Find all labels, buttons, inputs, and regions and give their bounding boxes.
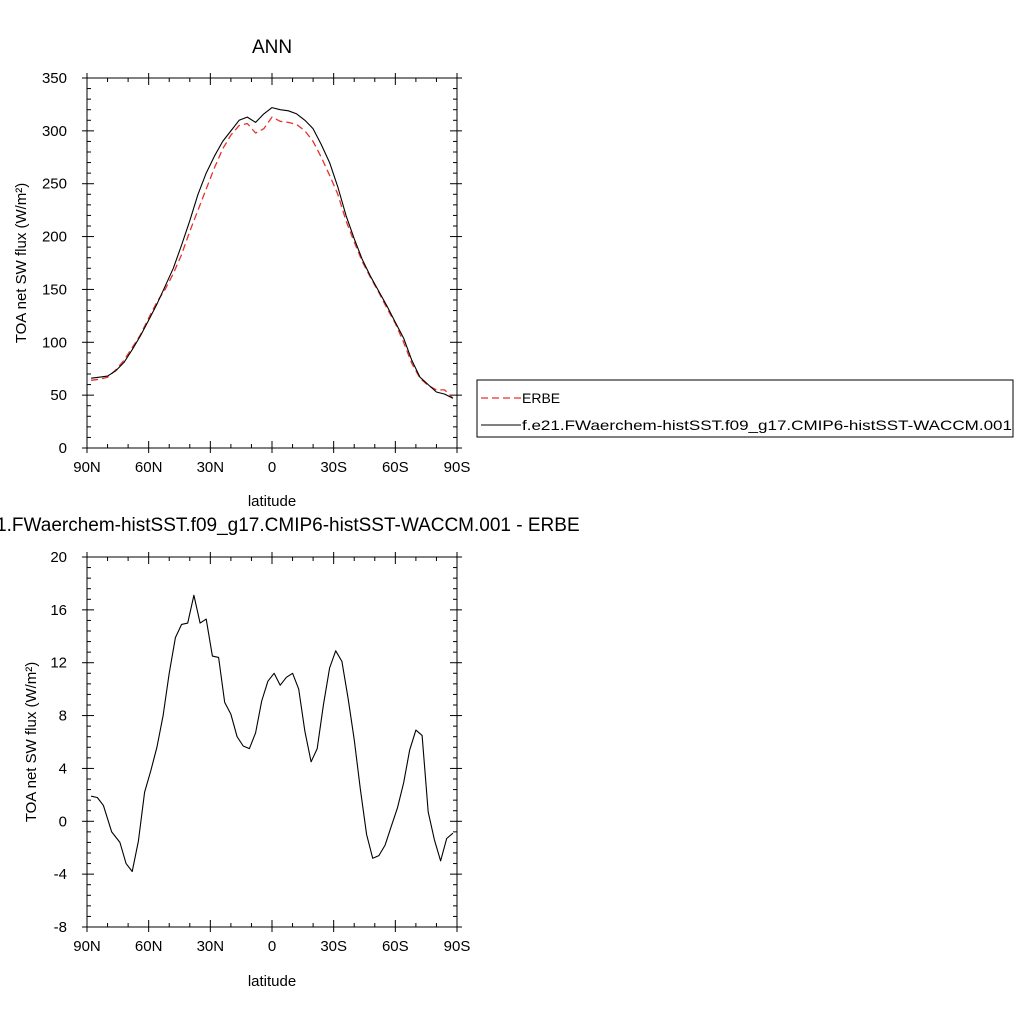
x-tick-label: 90N <box>73 459 101 476</box>
y-tick-label: 0 <box>59 813 67 830</box>
x-tick-label: 90N <box>73 938 101 955</box>
y-tick-label: 50 <box>50 387 67 404</box>
y-tick-label: 8 <box>59 708 67 725</box>
y-tick-label: 100 <box>42 334 67 351</box>
y-tick-label: -4 <box>54 866 67 883</box>
x-tick-label: 0 <box>268 938 276 955</box>
x-tick-label: 60N <box>135 938 163 955</box>
chart-top-title: ANN <box>252 37 292 58</box>
x-tick-label: 30N <box>197 459 225 476</box>
chart-top-ylabel: TOA net SW flux (W/m²) <box>13 183 30 344</box>
series-line-model <box>91 107 454 399</box>
chart-top-plot-area <box>86 77 458 449</box>
x-tick-label: 60N <box>135 459 163 476</box>
y-tick-label: 12 <box>50 655 67 672</box>
y-tick-label: -8 <box>54 919 67 936</box>
y-tick-label: 16 <box>50 602 67 619</box>
y-tick-label: 0 <box>59 440 67 457</box>
y-tick-label: 200 <box>42 229 67 246</box>
x-tick-label: 0 <box>268 459 276 476</box>
chart-top-series-group <box>91 107 454 399</box>
chart-bottom-title: f.e21.FWaerchem-histSST.f09_g17.CMIP6-hi… <box>0 515 580 536</box>
chart-bottom-xlabel: latitude <box>248 973 296 990</box>
series-line-erbe <box>91 116 454 399</box>
legend-entry-model: f.e21.FWaerchem-histSST.f09_g17.CMIP6-hi… <box>522 417 1012 433</box>
legend: ERBE f.e21.FWaerchem-histSST.f09_g17.CMI… <box>476 379 1014 438</box>
chart-top-xlabel: latitude <box>248 493 296 510</box>
x-tick-label: 30S <box>320 459 347 476</box>
y-tick-label: 20 <box>50 549 67 566</box>
chart-bottom: f.e21.FWaerchem-histSST.f09_g17.CMIP6-hi… <box>0 515 580 990</box>
legend-box <box>476 379 1014 438</box>
y-tick-label: 250 <box>42 176 67 193</box>
chart-bottom-plot-area <box>86 556 458 928</box>
chart-top: ANN 90N 60N 30N 0 30S 60S 90S 0 50 100 150 200 250 30… <box>13 37 470 510</box>
x-tick-label: 30S <box>320 938 347 955</box>
chart-top-ticks: 90N 60N 30N 0 30S 60S 90S 0 50 100 150 200 250 300 350 <box>42 70 470 476</box>
y-tick-label: 150 <box>42 281 67 298</box>
legend-entry-erbe: ERBE <box>522 390 560 406</box>
x-tick-label: 60S <box>382 938 409 955</box>
chart-bottom-ylabel: TOA net SW flux (W/m²) <box>23 662 40 823</box>
x-tick-label: 90S <box>444 459 471 476</box>
chart-bottom-series-group <box>90 594 454 873</box>
y-tick-label: 4 <box>59 760 67 777</box>
y-tick-label: 350 <box>42 70 67 87</box>
x-tick-label: 90S <box>444 938 471 955</box>
x-tick-label: 60S <box>382 459 409 476</box>
series-line-model <box>90 594 454 873</box>
x-tick-label: 30N <box>197 938 225 955</box>
y-tick-label: 300 <box>42 123 67 140</box>
chart-bottom-ticks: 90N 60N 30N 0 30S 60S 90S -8 -4 0 4 8 12 16 20 <box>50 549 470 955</box>
